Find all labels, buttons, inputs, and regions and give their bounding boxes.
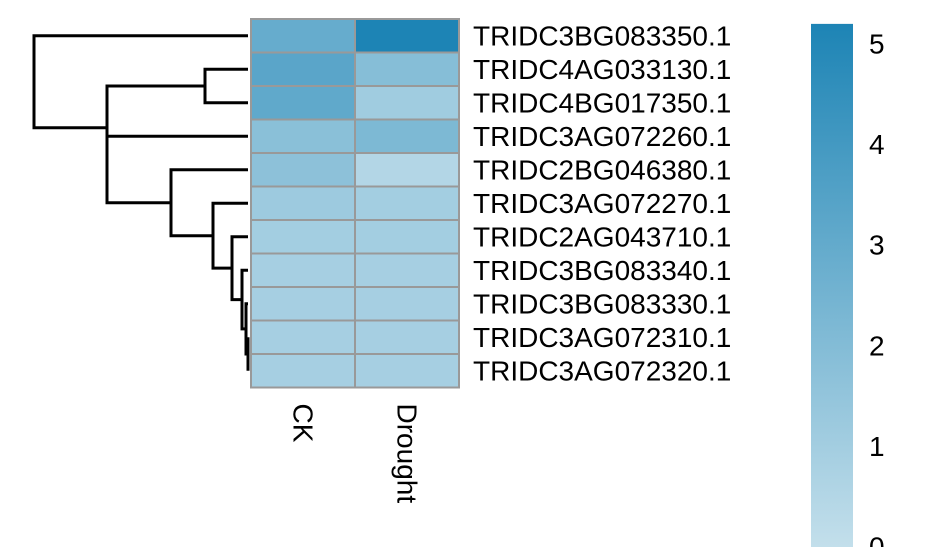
heatmap-cell xyxy=(250,18,356,54)
row-label: TRIDC2AG043710.1 xyxy=(473,221,731,252)
heatmap-cell xyxy=(354,252,460,288)
heatmap-cell xyxy=(250,152,356,188)
heatmap-cell xyxy=(354,18,460,54)
colorbar-tick-label: 3 xyxy=(869,230,885,261)
heatmap-cell xyxy=(354,51,460,87)
dendrogram-branch xyxy=(105,134,248,205)
heatmap-cells xyxy=(250,18,460,389)
row-label: TRIDC4AG033130.1 xyxy=(473,54,731,85)
row-label: TRIDC2BG046380.1 xyxy=(473,154,731,185)
heatmap-cell xyxy=(354,85,460,121)
heatmap-cell xyxy=(250,219,356,255)
heatmap-cell xyxy=(250,353,356,389)
row-label: TRIDC3BG083340.1 xyxy=(473,255,731,286)
heatmap-cell xyxy=(354,118,460,154)
colorbar-gradient xyxy=(811,23,853,547)
heatmap-cell xyxy=(354,353,460,389)
heatmap-cell xyxy=(354,152,460,188)
row-dendrogram xyxy=(32,34,250,371)
dendrogram-branch xyxy=(230,235,248,302)
color-legend: 0 1 2 3 4 5 xyxy=(811,23,885,547)
heatmap-cell xyxy=(354,219,460,255)
row-label: TRIDC4BG017350.1 xyxy=(473,87,731,118)
row-label: TRIDC3AG072310.1 xyxy=(473,322,731,353)
row-label: TRIDC3BG083350.1 xyxy=(473,20,731,51)
colorbar-tick-label: 4 xyxy=(869,129,885,160)
heatmap-cell xyxy=(250,286,356,322)
dendrogram-branch xyxy=(203,67,248,105)
column-label: Drought xyxy=(392,404,423,504)
heatmap-cell xyxy=(250,85,356,121)
colorbar-tick-label: 1 xyxy=(869,431,885,462)
row-label: TRIDC3BG083330.1 xyxy=(473,288,731,319)
heatmap-cell xyxy=(250,51,356,87)
column-label: CK xyxy=(288,404,319,443)
heatmap-cell xyxy=(250,252,356,288)
heatmap-cell xyxy=(250,185,356,221)
row-labels: TRIDC3BG083350.1TRIDC4AG033130.1TRIDC4BG… xyxy=(473,20,731,386)
row-label: TRIDC3AG072320.1 xyxy=(473,355,731,386)
heatmap-cell xyxy=(354,319,460,355)
heatmap-cell xyxy=(250,319,356,355)
colorbar-tick-label: 5 xyxy=(869,29,885,60)
dendrogram-branch xyxy=(105,84,205,170)
dendrogram-branch xyxy=(32,34,248,130)
heatmap-cell xyxy=(354,185,460,221)
colorbar-tick-label: 2 xyxy=(869,330,885,361)
heatmap-cell xyxy=(354,286,460,322)
row-label: TRIDC3AG072270.1 xyxy=(473,188,731,219)
heatmap-cell xyxy=(250,118,356,154)
column-labels: CK Drought xyxy=(288,404,423,504)
row-label: TRIDC3AG072260.1 xyxy=(473,121,731,152)
colorbar-tick-label: 0 xyxy=(869,532,885,547)
